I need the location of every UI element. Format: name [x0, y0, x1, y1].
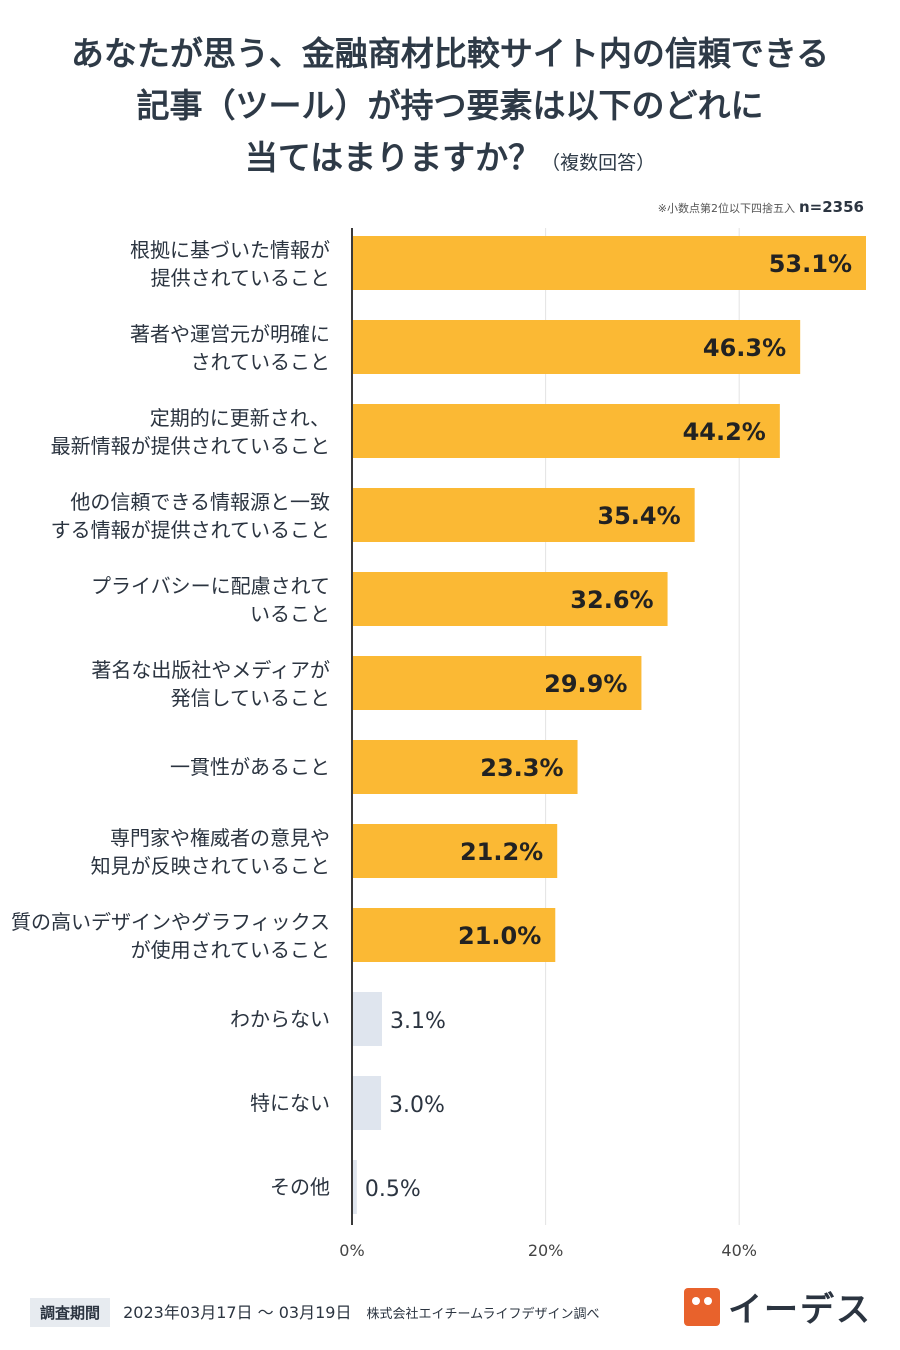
category-label: する情報が提供されていること: [51, 518, 330, 542]
brand-logo: イーデス: [684, 1282, 872, 1331]
category-label: わからない: [230, 1007, 330, 1031]
title-suffix: （複数回答）: [541, 152, 656, 174]
category-label: プライバシーに配慮されて: [91, 574, 330, 598]
x-tick-label: 0%: [339, 1241, 364, 1260]
value-label: 53.1%: [769, 250, 852, 278]
category-label: 質の高いデザインやグラフィックス: [11, 910, 330, 934]
title-line-3-main: 当てはまりますか？: [244, 138, 542, 177]
category-label: 他の信頼できる情報源と一致: [70, 490, 330, 514]
value-label: 3.1%: [390, 1009, 446, 1034]
bar: [352, 488, 695, 542]
survey-period: 2023年03月17日 〜 03月19日: [123, 1303, 352, 1322]
category-label: その他: [270, 1175, 330, 1199]
bar: [352, 908, 556, 962]
category-label: されていること: [191, 350, 330, 374]
bar: [352, 740, 578, 794]
category-label: 特にない: [250, 1091, 330, 1115]
sample-note: ※小数点第2位以下四捨五入 n=2356: [658, 198, 864, 216]
bar: [352, 572, 668, 626]
survey-footer: 調査期間 2023年03月17日 〜 03月19日 株式会社エイチームライフデザ…: [30, 1298, 600, 1327]
value-label: 21.2%: [460, 838, 543, 866]
category-label: 根拠に基づいた情報が: [130, 238, 330, 262]
x-tick-label: 40%: [721, 1241, 757, 1260]
chart-title: あなたが思う、金融商材比較サイト内の信頼できる 記事（ツール）が持つ要素は以下の…: [0, 28, 900, 189]
value-label: 46.3%: [703, 334, 786, 362]
category-label: 発信していること: [171, 686, 330, 710]
value-label: 32.6%: [570, 586, 653, 614]
bar: [352, 404, 780, 458]
survey-source: 株式会社エイチームライフデザイン調べ: [366, 1307, 600, 1322]
value-label: 23.3%: [480, 754, 563, 782]
category-label: 最新情報が提供されていること: [51, 434, 330, 458]
value-label: 35.4%: [597, 502, 680, 530]
value-label: 44.2%: [683, 418, 766, 446]
bar: [352, 992, 383, 1046]
value-label: 29.9%: [544, 670, 627, 698]
rounding-note: ※小数点第2位以下四捨五入: [657, 202, 795, 215]
category-label: 著名な出版社やメディアが: [91, 658, 330, 682]
owl-logo-icon: [684, 1287, 720, 1326]
value-label: 21.0%: [458, 922, 541, 950]
category-label: 一貫性があること: [170, 755, 330, 779]
value-label: 3.0%: [389, 1093, 445, 1118]
value-label: 0.5%: [365, 1177, 421, 1202]
bar: [352, 656, 642, 710]
bar: [352, 236, 866, 290]
title-line-2: 記事（ツール）が持つ要素は以下のどれに: [136, 86, 764, 125]
title-line-3: 当てはまりますか？（複数回答）: [0, 132, 900, 189]
bar: [352, 1160, 357, 1214]
category-label: 知見が反映されていること: [91, 854, 330, 878]
category-label: いること: [250, 602, 330, 626]
category-label: 定期的に更新され、: [150, 406, 330, 430]
sample-size: n=2356: [799, 198, 864, 216]
category-label: 著者や運営元が明確に: [130, 322, 330, 346]
x-tick-label: 20%: [528, 1241, 564, 1260]
logo-text: イーデス: [728, 1290, 872, 1330]
bar: [352, 824, 558, 878]
title-line-1: あなたが思う、金融商材比較サイト内の信頼できる: [70, 34, 830, 73]
category-label: 提供されていること: [151, 266, 330, 290]
period-label: 調査期間: [30, 1298, 111, 1327]
category-label: 専門家や権威者の意見や: [110, 826, 330, 850]
bar: [352, 1076, 382, 1130]
bar: [352, 320, 801, 374]
category-label: が使用されていること: [131, 938, 330, 962]
